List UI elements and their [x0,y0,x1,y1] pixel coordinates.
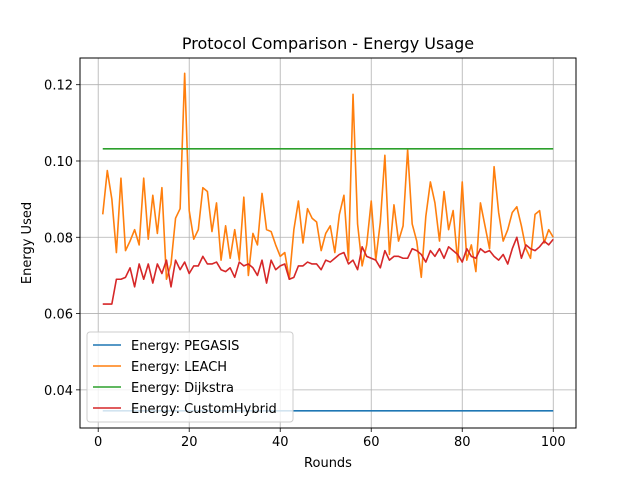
x-tick-label: 80 [454,435,471,450]
y-tick-label: 0.12 [44,79,73,94]
x-tick-label: 100 [541,435,566,450]
x-tick-label: 40 [272,435,289,450]
y-tick-label: 0.10 [44,155,73,170]
legend-box [86,331,294,423]
chart-title: Protocol Comparison - Energy Usage [182,34,474,53]
x-tick-label: 20 [181,435,198,450]
y-tick-label: 0.08 [44,231,73,246]
x-tick-label: 60 [363,435,380,450]
series-lines [101,72,554,412]
axis-ticks: 0 20 40 60 80 100 0.04 0.06 0.08 0.10 0.12 [44,79,566,450]
y-axis-label: Energy Used [20,202,35,284]
grid [80,58,576,428]
y-tick-label: 0.04 [44,384,73,399]
plot-frame [79,57,577,429]
legend: Energy: PEGASIS Energy: LEACH Energy: Dijk… [86,331,294,423]
series-line-4 [102,236,554,305]
series-line-2 [101,72,554,281]
legend-label: Energy: LEACH [131,360,227,375]
legend-label: Energy: CustomHybrid [131,402,277,417]
legend-label: Energy: Dijkstra [131,381,234,396]
x-tick-label: 0 [94,435,102,450]
legend-label: Energy: PEGASIS [131,339,239,354]
x-axis-label: Rounds [304,456,352,471]
y-tick-label: 0.06 [44,308,73,323]
